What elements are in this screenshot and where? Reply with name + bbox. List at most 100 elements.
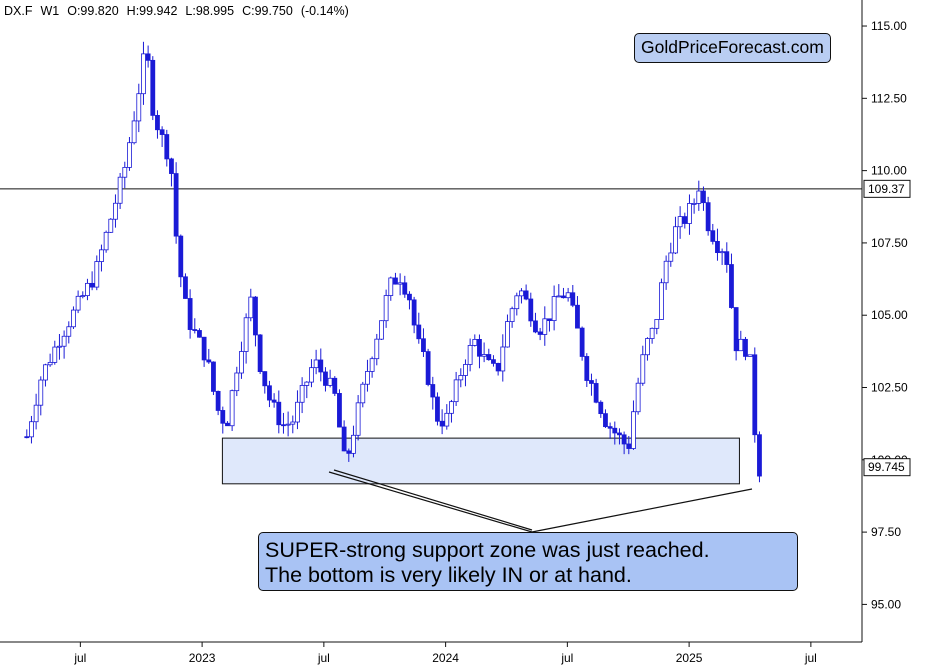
candle-body	[523, 290, 529, 300]
hline-price-label: 109.37	[868, 182, 905, 196]
candle-body	[444, 412, 450, 427]
candle-body	[47, 362, 53, 366]
candle-body	[89, 282, 95, 288]
candle-body	[38, 379, 44, 406]
candle-body	[570, 292, 576, 306]
candle-body	[187, 298, 193, 330]
close-value: C:99.750	[242, 4, 293, 18]
candle-body	[663, 260, 669, 284]
candle-body	[61, 335, 67, 347]
candle-body	[388, 277, 394, 296]
pointer-line-left-2	[333, 469, 533, 531]
symbol-header: DX.F W1 O:99.820 H:99.942 L:98.995 C:99.750 (-…	[4, 4, 357, 18]
candle-body	[332, 377, 338, 394]
x-tick-label: jul	[317, 651, 330, 665]
candle-body	[99, 249, 104, 262]
support-zone-box	[221, 437, 740, 485]
change-value: (-0.14%)	[300, 4, 349, 18]
candle-body	[215, 390, 221, 411]
candle-body	[225, 422, 230, 427]
candle-body	[313, 359, 319, 369]
candle-body	[668, 252, 674, 262]
candle-body	[159, 129, 165, 135]
x-tick-label: jul	[804, 651, 817, 665]
candle-body	[197, 330, 202, 338]
candle-body	[369, 358, 375, 372]
candle-body	[635, 382, 641, 413]
candle-body	[430, 384, 436, 398]
candle-body	[323, 371, 328, 386]
candle-body	[262, 371, 268, 387]
candle-body	[201, 336, 207, 361]
candle-body	[528, 298, 534, 322]
candle-body	[481, 354, 487, 357]
candle-body	[108, 218, 114, 233]
candle-body	[117, 176, 123, 204]
annotation-box: SUPER-strong support zone was just reach…	[258, 532, 798, 591]
candle-body	[687, 203, 692, 224]
candle-body	[705, 202, 711, 232]
candle-body	[477, 339, 482, 357]
candle-body	[696, 190, 702, 204]
candle-body	[136, 93, 142, 122]
candle-body	[673, 226, 678, 254]
candle-body	[365, 371, 370, 385]
low-value: L:98.995	[185, 4, 235, 18]
candle-body	[290, 421, 296, 425]
candle-body	[29, 421, 34, 438]
candle-body	[514, 295, 520, 310]
open-value: O:99.820	[67, 4, 119, 18]
candle-body	[607, 426, 613, 429]
candle-body	[682, 216, 688, 224]
y-tick-label: 105.00	[871, 308, 908, 322]
candle-body	[449, 401, 454, 414]
candle-body	[295, 401, 300, 423]
candle-body	[80, 295, 86, 298]
candle-body	[593, 383, 599, 403]
candle-body	[733, 307, 739, 352]
candle-body	[229, 390, 235, 427]
brand-watermark: GoldPriceForecast.com	[634, 33, 831, 63]
x-tick-label: jul	[73, 651, 86, 665]
candle-body	[701, 190, 706, 204]
last-price-marker: 99.745	[863, 458, 911, 477]
candle-body	[206, 359, 212, 363]
candle-body	[318, 359, 324, 373]
candle-body	[505, 321, 510, 348]
candle-body	[561, 295, 566, 299]
y-tick-label: 110.00	[871, 164, 907, 178]
candle-body	[127, 142, 132, 168]
candle-body	[659, 282, 664, 320]
candle-body	[467, 345, 473, 365]
candle-body	[621, 434, 627, 445]
candle-body	[253, 296, 258, 336]
last-price-box	[863, 458, 911, 477]
candle-body	[178, 235, 184, 278]
annotation-line-2: The bottom is very likely IN or at hand.	[265, 563, 632, 587]
symbol-name: DX.F	[4, 4, 33, 18]
candle-body	[472, 339, 478, 346]
candle-body	[239, 351, 244, 374]
candle-body	[164, 134, 170, 160]
candle-body	[416, 324, 422, 340]
candle-body	[285, 423, 291, 426]
annotation-pointer-lines	[328, 469, 753, 533]
candle-body	[351, 434, 356, 454]
x-tick-label: 2025	[676, 651, 703, 665]
candle-body	[337, 393, 342, 428]
candle-body	[94, 261, 100, 288]
candle-body	[598, 401, 604, 415]
candle-body	[589, 380, 594, 384]
hline-price-marker: 109.37	[863, 179, 911, 198]
candle-body	[155, 114, 160, 131]
candles-group	[24, 41, 762, 483]
candle-body	[729, 264, 734, 308]
y-tick-label: 107.50	[871, 236, 908, 250]
candle-body	[463, 364, 468, 376]
candle-body	[738, 338, 744, 352]
candle-body	[556, 295, 562, 298]
candle-body	[542, 318, 548, 335]
candle-body	[565, 292, 571, 299]
candle-body	[411, 299, 417, 326]
candle-body	[33, 404, 39, 423]
